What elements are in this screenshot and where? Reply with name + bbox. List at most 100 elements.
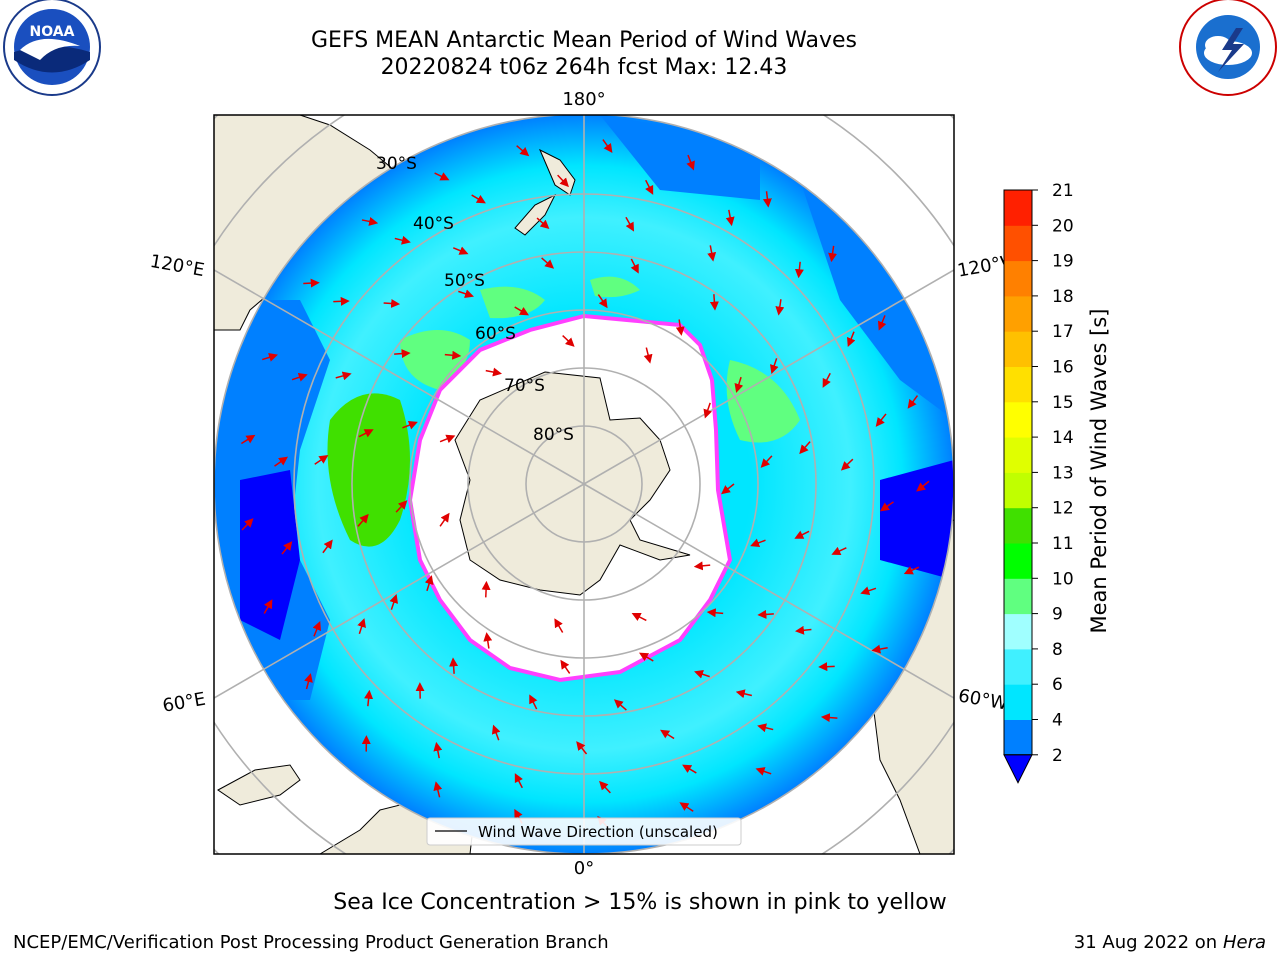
wind-wave-arrow — [541, 257, 555, 269]
colorbar-bin — [1004, 719, 1032, 756]
colorbar-under-extension — [1003, 754, 1033, 784]
colorbar-label: Mean Period of Wind Waves [s] — [1087, 309, 1111, 634]
wind-wave-arrow — [402, 420, 418, 430]
wind-wave-arrow — [645, 179, 654, 195]
wind-wave-arrow — [818, 662, 835, 672]
map-area — [214, 115, 954, 854]
wind-wave-arrow — [828, 245, 838, 263]
madagascar-land — [217, 764, 301, 806]
colorbar-bin — [1004, 437, 1032, 473]
wind-wave-arrow — [303, 278, 320, 288]
wind-wave-arrow — [576, 741, 588, 755]
wind-wave-arrow — [794, 261, 804, 279]
antarctica-land — [454, 371, 691, 596]
wind-wave-arrow — [721, 483, 735, 495]
wind-wave-arrow — [631, 612, 647, 622]
colorbar-bin — [1004, 648, 1032, 685]
colorbar-tick-label: 14 — [1052, 428, 1074, 448]
colorbar-bin — [1004, 472, 1032, 509]
colorbar-tick-label: 18 — [1052, 287, 1074, 307]
wind-wave-arrow — [481, 580, 491, 598]
wind-wave-arrow — [660, 729, 675, 740]
wind-wave-arrow — [822, 372, 831, 388]
wind-wave-arrow — [707, 245, 717, 262]
wind-wave-arrow — [871, 644, 888, 654]
colorbar-bin — [1004, 225, 1032, 262]
wind-wave-arrow — [516, 145, 530, 157]
wind-wave-arrow — [557, 174, 569, 188]
wind-wave-arrow — [333, 296, 350, 306]
wind-wave-arrow — [394, 235, 411, 245]
colorbar-bin — [1004, 401, 1032, 438]
colorbar-tick-label: 10 — [1052, 569, 1074, 589]
wind-wave-arrow — [433, 741, 443, 759]
wind-wave-arrow — [395, 500, 408, 513]
wind-wave-arrow — [389, 594, 399, 610]
colorbar-bin — [1004, 507, 1032, 544]
wind-wave-arrow — [703, 402, 713, 419]
map-title: GEFS MEAN Antarctic Mean Period of Wind … — [311, 28, 857, 53]
lon-label-lower-left: 60°E — [161, 689, 207, 717]
lat-label-30s: 30°S — [376, 154, 417, 174]
noaa-logo-text: NOAA — [30, 24, 75, 40]
wind-wave-arrow — [860, 586, 877, 595]
wind-wave-arrow — [735, 689, 753, 699]
wind-wave-arrow — [358, 429, 374, 438]
map-frame — [213, 114, 955, 855]
wind-wave-arrow — [916, 480, 930, 492]
lat-label-50s: 50°S — [444, 271, 485, 291]
colorbar-tick-label: 12 — [1052, 499, 1074, 519]
colorbar: 2 4 6 8 9 10 11 12 13 14 15 16 17 18 19 20 21 — [1003, 181, 1074, 784]
wind-wave-arrow — [394, 349, 411, 359]
wind-wave-arrow — [750, 538, 766, 548]
wind-wave-arrow — [241, 518, 254, 531]
wind-wave-arrow — [847, 331, 856, 347]
wind-wave-arrow — [775, 299, 785, 316]
wind-wave-arrow — [483, 632, 493, 649]
colorbar-bin — [1004, 295, 1032, 332]
wind-wave-arrow — [630, 258, 639, 274]
wind-wave-arrow — [831, 546, 847, 556]
colorbar-bin — [1004, 260, 1032, 297]
wind-wave-arrow — [625, 216, 635, 232]
wind-wave-arrow — [734, 376, 744, 393]
wind-wave-arrow — [755, 767, 772, 776]
wind-wave-arrow — [560, 659, 571, 674]
lon-label-bottom: 0° — [574, 858, 594, 879]
colorbar-tick-label: 2 — [1052, 746, 1063, 766]
wind-wave-arrow — [794, 625, 812, 635]
wind-wave-arrow — [357, 618, 366, 635]
wind-wave-arrow — [602, 139, 613, 153]
wind-wave-arrow — [458, 289, 474, 299]
colorbar-tick-label: 20 — [1052, 216, 1074, 236]
wind-wave-arrow — [643, 347, 653, 364]
wind-wave-arrows — [240, 139, 930, 829]
wind-wave-arrow — [907, 395, 919, 409]
footer-credit: NCEP/EMC/Verification Post Processing Pr… — [13, 932, 609, 953]
wind-wave-arrow — [709, 294, 719, 311]
wind-wave-arrow — [597, 294, 608, 309]
lat-label-80s: 80°S — [533, 425, 574, 445]
wind-wave-arrow — [364, 689, 374, 707]
nws-logo — [1179, 0, 1277, 96]
colorbar-bin — [1004, 543, 1032, 579]
wind-wave-arrow — [291, 373, 308, 382]
colorbar-tick-label: 11 — [1052, 534, 1074, 554]
wind-wave-arrow — [240, 434, 256, 445]
lat-label-60s: 60°S — [475, 324, 516, 344]
wind-wave-arrow — [452, 246, 469, 255]
sea-ice-caption: Sea Ice Concentration > 15% is shown in … — [333, 890, 947, 915]
wind-wave-arrow — [694, 669, 710, 679]
colorbar-tick-label: 6 — [1052, 675, 1063, 695]
wind-wave-arrow — [903, 566, 920, 575]
wind-wave-arrow — [312, 621, 321, 637]
wind-wave-arrow — [682, 764, 697, 774]
colorbar-tick-label: 8 — [1052, 640, 1063, 660]
colorbar-tick-label: 17 — [1052, 322, 1074, 342]
lon-label-upper-left: 120°E — [148, 251, 206, 281]
wind-wave-arrow — [599, 780, 611, 794]
wind-wave-arrow — [439, 512, 450, 527]
wind-wave-arrow — [262, 353, 278, 362]
wind-wave-arrow — [322, 539, 333, 554]
wind-wave-arrow — [514, 773, 523, 789]
